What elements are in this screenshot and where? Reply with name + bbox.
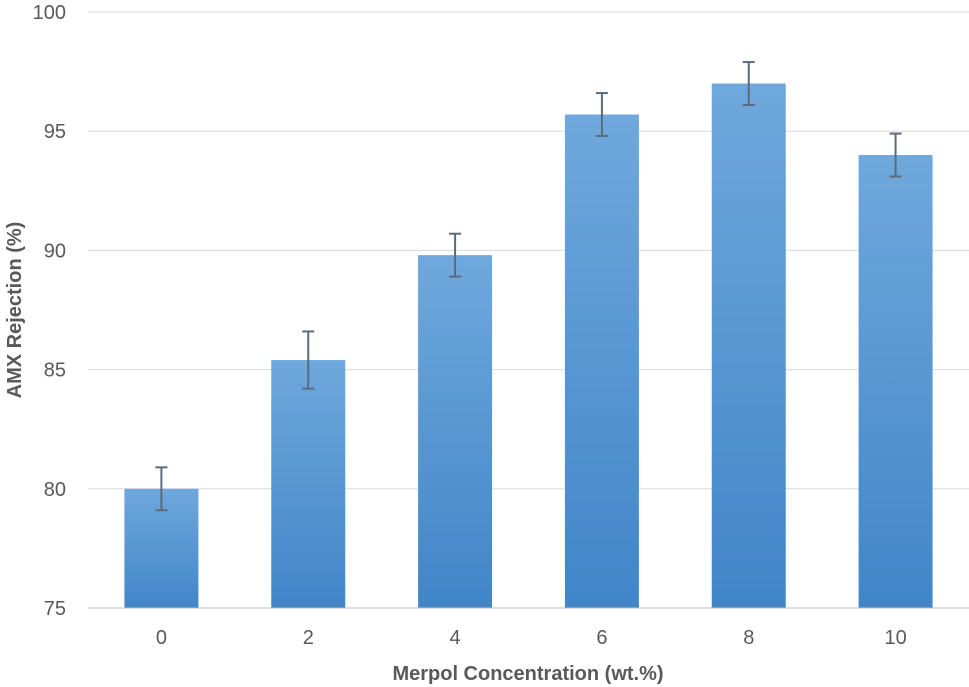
x-tick-label: 6	[596, 627, 607, 649]
y-tick-label: 75	[44, 598, 66, 620]
x-tick-label: 2	[303, 627, 314, 649]
x-tick-label: 8	[743, 627, 754, 649]
error-bar	[302, 330, 315, 390]
y-tick-label: 95	[44, 121, 66, 143]
bar	[711, 83, 786, 608]
error-bars	[155, 61, 902, 512]
bar	[271, 360, 346, 608]
y-tick-label: 90	[44, 240, 66, 262]
y-tick-label: 100	[33, 2, 66, 24]
bars	[124, 83, 933, 609]
y-axis-ticks: 75 80 85 90 95 100	[33, 2, 66, 620]
x-tick-label: 10	[884, 627, 906, 649]
y-tick-label: 80	[44, 479, 66, 501]
error-bar	[595, 92, 608, 137]
y-axis-title: AMX Rejection (%)	[4, 222, 26, 399]
x-axis-title: Merpol Concentration (wt.%)	[392, 663, 663, 685]
y-tick-label: 85	[44, 360, 66, 382]
bar	[858, 155, 933, 609]
x-axis-ticks: 0 2 4 6 8 10	[156, 627, 907, 649]
error-bar	[155, 466, 168, 512]
error-bar	[449, 232, 462, 278]
x-tick-label: 4	[450, 627, 461, 649]
error-bar	[742, 61, 755, 106]
gridlines	[88, 11, 969, 490]
error-bar	[889, 132, 902, 178]
x-tick-label: 0	[156, 627, 167, 649]
bar	[564, 114, 639, 609]
bar	[418, 255, 493, 608]
